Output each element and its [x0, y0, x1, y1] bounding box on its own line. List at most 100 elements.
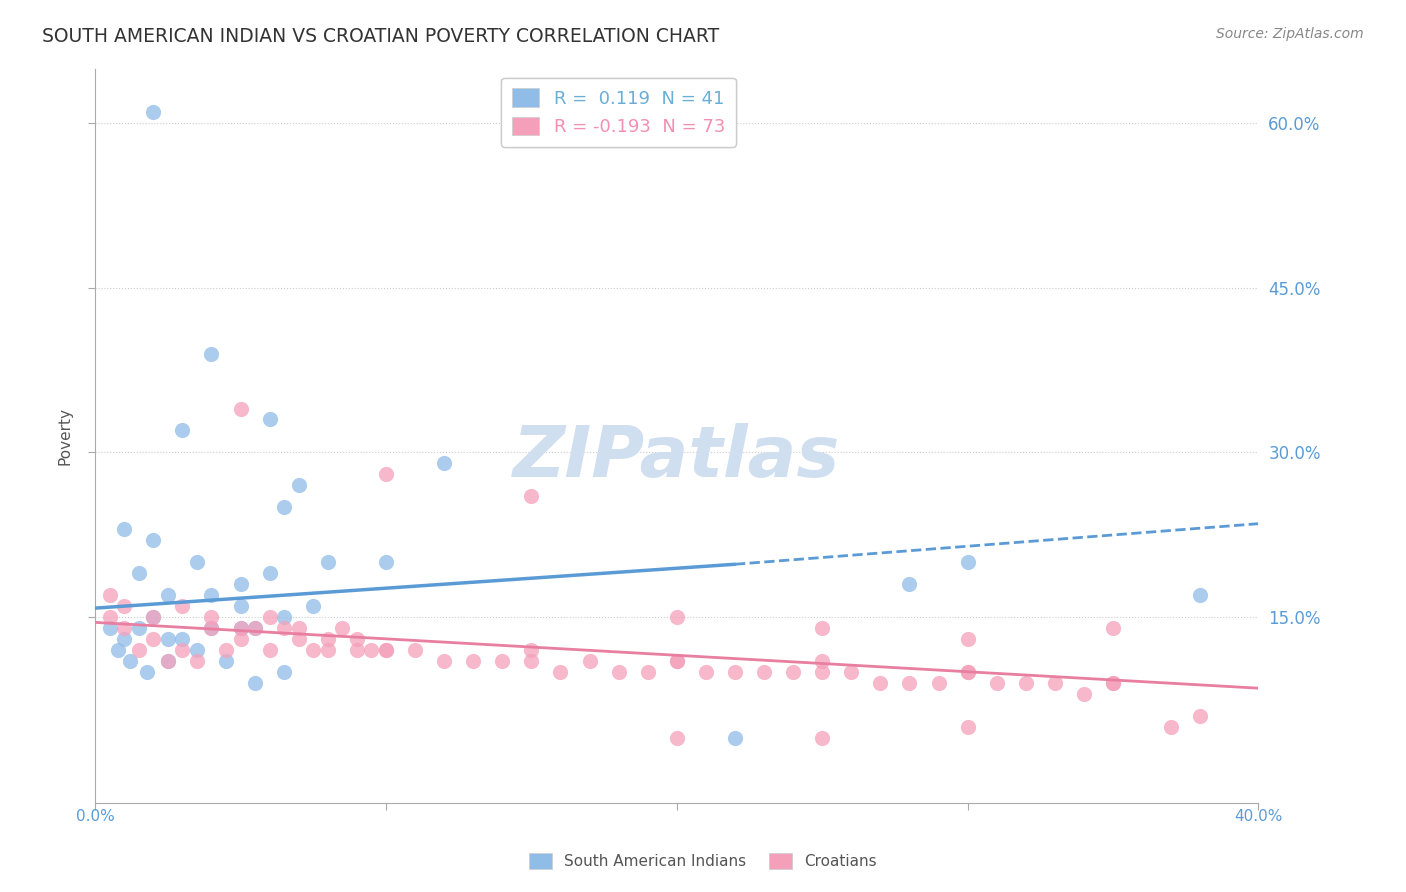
Point [1189, 708, 1212, 723]
Point [273, 621, 295, 635]
Point [229, 621, 252, 635]
Text: Source: ZipAtlas.com: Source: ZipAtlas.com [1216, 27, 1364, 41]
Point [112, 621, 135, 635]
Text: ZIPatlas: ZIPatlas [513, 424, 841, 492]
Point [665, 654, 688, 668]
Point [1102, 621, 1125, 635]
Point [172, 632, 194, 646]
Point [128, 642, 150, 657]
Point [243, 621, 266, 635]
Point [302, 599, 325, 613]
Point [186, 654, 208, 668]
Point [578, 654, 600, 668]
Point [259, 610, 281, 624]
Point [463, 654, 485, 668]
Point [287, 621, 309, 635]
Point [1102, 675, 1125, 690]
Point [360, 642, 382, 657]
Point [1073, 687, 1095, 701]
Point [811, 654, 834, 668]
Point [107, 642, 129, 657]
Point [156, 632, 179, 646]
Point [928, 675, 950, 690]
Point [433, 456, 456, 470]
Legend: R =  0.119  N = 41, R = -0.193  N = 73: R = 0.119 N = 41, R = -0.193 N = 73 [502, 78, 735, 147]
Text: 0.0%: 0.0% [76, 809, 114, 824]
Point [229, 599, 252, 613]
Legend: South American Indians, Croatians: South American Indians, Croatians [523, 847, 883, 875]
Point [112, 599, 135, 613]
Point [186, 555, 208, 569]
Point [200, 347, 222, 361]
Point [287, 478, 309, 492]
Point [491, 654, 513, 668]
Point [637, 665, 659, 679]
Point [118, 654, 141, 668]
Point [98, 621, 121, 635]
Point [98, 588, 121, 602]
Point [520, 654, 543, 668]
Y-axis label: Poverty: Poverty [58, 407, 72, 465]
Point [259, 642, 281, 657]
Point [956, 665, 979, 679]
Point [186, 642, 208, 657]
Point [724, 665, 747, 679]
Point [156, 654, 179, 668]
Point [156, 588, 179, 602]
Point [243, 675, 266, 690]
Point [1160, 720, 1182, 734]
Point [956, 720, 979, 734]
Point [229, 577, 252, 591]
Point [374, 555, 396, 569]
Point [520, 489, 543, 503]
Point [287, 632, 309, 646]
Point [665, 654, 688, 668]
Point [898, 577, 921, 591]
Point [200, 621, 222, 635]
Point [1102, 675, 1125, 690]
Text: 40.0%: 40.0% [1234, 809, 1282, 824]
Point [956, 665, 979, 679]
Point [956, 632, 979, 646]
Point [142, 610, 165, 624]
Point [811, 665, 834, 679]
Point [128, 621, 150, 635]
Point [156, 654, 179, 668]
Point [128, 566, 150, 580]
Point [433, 654, 456, 668]
Point [229, 632, 252, 646]
Point [200, 610, 222, 624]
Point [986, 675, 1008, 690]
Point [172, 599, 194, 613]
Point [346, 632, 368, 646]
Point [1189, 588, 1212, 602]
Point [229, 401, 252, 416]
Point [200, 588, 222, 602]
Point [302, 642, 325, 657]
Point [112, 522, 135, 536]
Point [98, 610, 121, 624]
Point [811, 731, 834, 745]
Point [142, 105, 165, 120]
Point [665, 610, 688, 624]
Point [1043, 675, 1066, 690]
Point [404, 642, 426, 657]
Point [273, 500, 295, 515]
Point [811, 621, 834, 635]
Point [550, 665, 572, 679]
Point [374, 467, 396, 482]
Point [243, 621, 266, 635]
Point [695, 665, 717, 679]
Point [142, 632, 165, 646]
Point [200, 621, 222, 635]
Point [665, 731, 688, 745]
Text: SOUTH AMERICAN INDIAN VS CROATIAN POVERTY CORRELATION CHART: SOUTH AMERICAN INDIAN VS CROATIAN POVERT… [42, 27, 720, 45]
Point [374, 642, 396, 657]
Point [898, 675, 921, 690]
Point [316, 555, 339, 569]
Point [273, 665, 295, 679]
Point [259, 412, 281, 426]
Point [346, 642, 368, 657]
Point [172, 424, 194, 438]
Point [724, 731, 747, 745]
